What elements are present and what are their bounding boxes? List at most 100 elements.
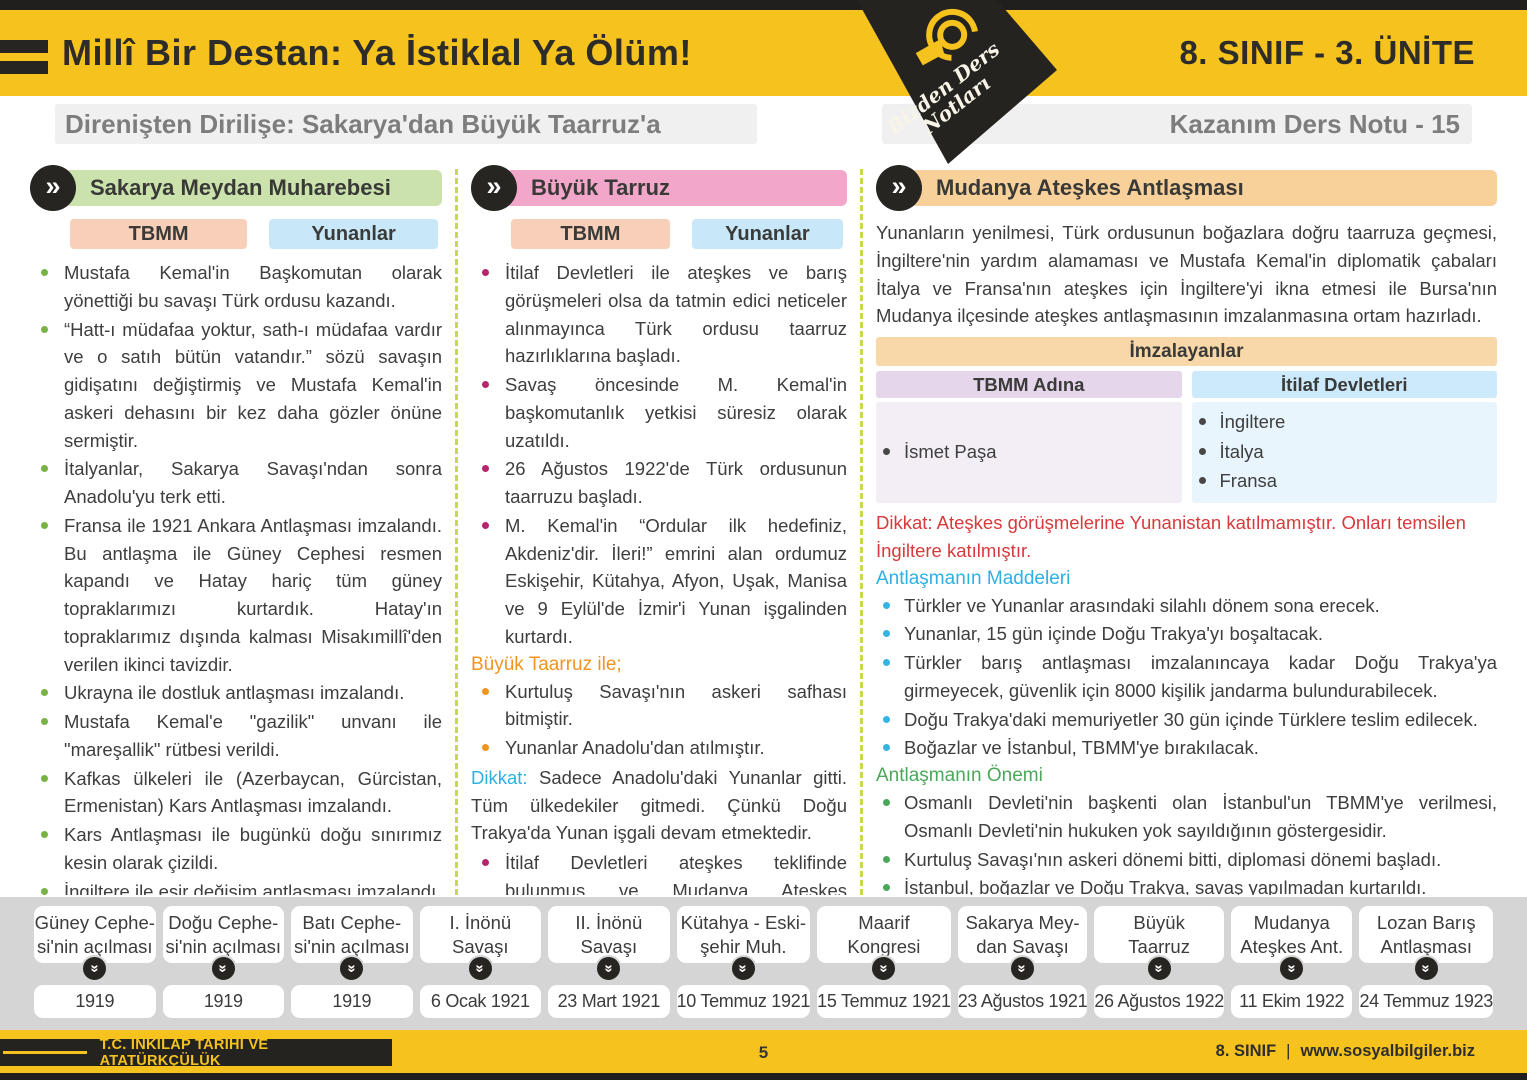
timeline-label: Batı Cephe- si'nin açılması bbox=[291, 906, 413, 963]
timeline-date: 24 Temmuz 1923 bbox=[1359, 985, 1493, 1018]
bullet-list: Mustafa Kemal'in Başkomutan olarak yönet… bbox=[30, 259, 442, 895]
column-header: » Sakarya Meydan Muharebesi bbox=[30, 165, 442, 211]
bullet-item: Yunanlar, 15 gün içinde Doğu Trakya'yı b… bbox=[876, 620, 1497, 648]
column-title: Sakarya Meydan Muharebesi bbox=[64, 170, 442, 206]
chevron-down-icon: » bbox=[338, 955, 366, 982]
signers-table: İmzalayanlar TBMM Adına İtilaf Devletler… bbox=[876, 337, 1498, 504]
bullet-item: Yunanlar Anadolu'dan atılmıştır. bbox=[471, 734, 847, 762]
ribbon-shape bbox=[857, 0, 1057, 164]
bullet-item: Kurtuluş Savaşı'nın askeri dönemi bitti,… bbox=[876, 846, 1497, 874]
attention-note: Dikkat: Sadece Anadolu'daki Yunanlar git… bbox=[471, 764, 847, 847]
timeline-label: Mudanya Ateşkes Ant. bbox=[1230, 906, 1353, 963]
decoration-bar bbox=[0, 61, 48, 74]
bullet-list: Kurtuluş Savaşı'nın askeri safhası bitmi… bbox=[471, 678, 847, 762]
signers-title: İmzalayanlar bbox=[876, 337, 1497, 366]
bullet-item: M. Kemal'in “Ordular ilk hedefiniz, Akde… bbox=[471, 512, 847, 651]
timeline-date: 23 Mart 1921 bbox=[548, 985, 670, 1018]
bullet-item: İtalya bbox=[1192, 438, 1498, 467]
chevron-down-icon: » bbox=[1009, 955, 1037, 982]
bullet-item: “Hatt-ı müdafaa yoktur, sath-ı müdafaa v… bbox=[30, 316, 442, 455]
chevron-down-icon: » bbox=[729, 955, 757, 982]
bullet-list: İtilaf Devletleri ile ateşkes ve barış g… bbox=[471, 259, 847, 651]
timeline-label: Lozan Barış Antlaşması bbox=[1359, 906, 1494, 963]
bullet-list: İngiltere İtalya Fransa bbox=[1192, 408, 1498, 496]
bullet-item: İtilaf Devletleri ile ateşkes ve barış g… bbox=[471, 259, 847, 370]
timeline-date: 26 Ağustos 1922 bbox=[1094, 985, 1224, 1018]
timeline-item: Maarif Kongresi » 15 Temmuz 1921 bbox=[817, 906, 951, 1030]
bullet-item: İsmet Paşa bbox=[876, 438, 1182, 467]
bullet-item: Türkler ve Yunanlar arasındaki silahlı d… bbox=[876, 592, 1497, 620]
site-url: www.sosyalbilgiler.biz bbox=[1300, 1042, 1475, 1060]
tab-yunanlar: Yunanlar bbox=[691, 219, 843, 249]
side-tabs: TBMM Yunanlar bbox=[70, 219, 438, 249]
title-band: Millî Bir Destan: Ya İstiklal Ya Ölüm! 8… bbox=[0, 10, 1527, 96]
chevron-down-icon: » bbox=[870, 955, 898, 982]
subtitle-bar: Direnişten Dirilişe: Sakarya'dan Büyük T… bbox=[55, 104, 757, 144]
attention-label: Dikkat: bbox=[471, 766, 528, 788]
signers-header-tbmm: TBMM Adına bbox=[876, 371, 1182, 398]
bullet-item: Fransa ile 1921 Ankara Antlaşması imzala… bbox=[30, 512, 442, 679]
bullet-item: Mustafa Kemal'e "gazilik" unvanı ile "ma… bbox=[30, 708, 442, 764]
column-mudanya: » Mudanya Ateşkes Antlaşması Yunanların … bbox=[876, 165, 1497, 895]
target-dart-icon bbox=[899, 0, 998, 90]
column-sakarya: » Sakarya Meydan Muharebesi TBMM Yunanla… bbox=[30, 165, 442, 895]
column-title: Büyük Tarruz bbox=[505, 170, 847, 206]
bullet-item: Türkler barış antlaşması imzalanıncaya k… bbox=[876, 649, 1497, 705]
chevron-down-icon: » bbox=[81, 955, 109, 982]
bullet-item: Osmanlı Devleti'nin başkenti olan İstanb… bbox=[876, 789, 1497, 845]
intro-paragraph: Yunanların yenilmesi, Türk ordusunun boğ… bbox=[876, 222, 1497, 327]
timeline-item: Kütahya - Eski- şehir Muh. » 10 Temmuz 1… bbox=[676, 906, 810, 1030]
timeline-item: Mudanya Ateşkes Ant. » 11 Ekim 1922 bbox=[1230, 906, 1353, 1030]
chevron-down-icon: » bbox=[1278, 955, 1306, 982]
chevron-right-icon: » bbox=[471, 165, 517, 211]
timeline-label: Doğu Cephe- si'nin açılması bbox=[162, 906, 285, 963]
bullet-list: Türkler ve Yunanlar arasındaki silahlı d… bbox=[876, 592, 1497, 763]
bullet-item: Savaş öncesinde M. Kemal'in başkomutanlı… bbox=[471, 371, 847, 454]
timeline-item: Batı Cephe- si'nin açılması » 1919 bbox=[291, 906, 413, 1030]
bullet-item: Kurtuluş Savaşı'nın askeri safhası bitmi… bbox=[471, 678, 847, 734]
chevron-right-icon: » bbox=[876, 165, 922, 211]
timeline-item: Büyük Taarruz » 26 Ağustos 1922 bbox=[1094, 906, 1224, 1030]
signers-headers: TBMM Adına İtilaf Devletleri bbox=[876, 371, 1497, 398]
timeline-label: I. İnönü Savaşı bbox=[419, 906, 542, 963]
timeline-label: II. İnönü Savaşı bbox=[548, 906, 670, 963]
timeline-label: Büyük Taarruz bbox=[1094, 906, 1224, 963]
timeline-date: 15 Temmuz 1921 bbox=[817, 985, 951, 1018]
course-badge-line bbox=[3, 1051, 87, 1054]
timeline-label: Sakarya Mey- dan Savaşı bbox=[957, 906, 1088, 963]
main-content: » Sakarya Meydan Muharebesi TBMM Yunanla… bbox=[0, 165, 1527, 895]
chevron-down-icon: » bbox=[209, 955, 237, 982]
signers-cell-tbmm: İsmet Paşa bbox=[876, 402, 1182, 504]
top-black-strip bbox=[0, 0, 1527, 10]
chevron-down-icon: » bbox=[1145, 955, 1173, 982]
dashed-separator bbox=[860, 169, 863, 895]
signers-cell-itilaf: İngiltere İtalya Fransa bbox=[1191, 402, 1498, 504]
footer: T.C. İNKILAP TARİHİ VE ATATÜRKÇÜLÜK 5 8.… bbox=[0, 1030, 1527, 1080]
bullet-item: Boğazlar ve İstanbul, TBMM'ye bırakılaca… bbox=[876, 734, 1497, 762]
signers-header-itilaf: İtilaf Devletleri bbox=[1191, 371, 1497, 398]
bullet-item: İstanbul, boğazlar ve Doğu Trakya, savaş… bbox=[876, 874, 1497, 895]
timeline-date: 6 Ocak 1921 bbox=[419, 985, 542, 1018]
sub-heading: Büyük Taarruz ile; bbox=[471, 653, 622, 675]
bullet-list: İsmet Paşa bbox=[876, 438, 1182, 468]
attention-text: Sadece Anadolu'daki Yunanlar gitti. Tüm … bbox=[471, 766, 847, 844]
bullet-item: Mustafa Kemal'in Başkomutan olarak yönet… bbox=[30, 259, 442, 315]
chevron-right-icon: » bbox=[30, 165, 76, 211]
column-header: » Büyük Tarruz bbox=[471, 165, 847, 211]
articles-heading: Antlaşmanın Maddeleri bbox=[876, 567, 1071, 589]
timeline-date: 23 Ağustos 1921 bbox=[957, 985, 1088, 1018]
page-number: 5 bbox=[758, 1043, 769, 1062]
column-header: » Mudanya Ateşkes Antlaşması bbox=[876, 165, 1497, 211]
timeline: Güney Cephe- si'nin açılması » 1919 Doğu… bbox=[0, 897, 1527, 1030]
unit-title: 8. SINIF - 3. ÜNİTE bbox=[1179, 34, 1475, 71]
grade-label: 8. SINIF bbox=[1215, 1042, 1277, 1060]
decoration-bar bbox=[0, 40, 48, 53]
timeline-date: 1919 bbox=[291, 985, 413, 1018]
column-title: Mudanya Ateşkes Antlaşması bbox=[910, 170, 1497, 206]
timeline-item: Doğu Cephe- si'nin açılması » 1919 bbox=[162, 906, 285, 1030]
timeline-item: Güney Cephe- si'nin açılması » 1919 bbox=[34, 906, 156, 1030]
bullet-list: Osmanlı Devleti'nin başkenti olan İstanb… bbox=[876, 789, 1497, 895]
chevron-down-icon: » bbox=[595, 955, 623, 982]
bullet-item: İngiltere bbox=[1192, 408, 1498, 437]
